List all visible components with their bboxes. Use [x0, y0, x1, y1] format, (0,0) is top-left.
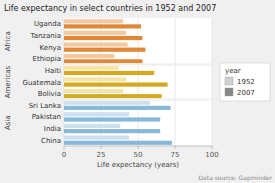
legend-swatch: [225, 88, 233, 96]
tick-mark: [175, 146, 176, 149]
tick-mark: [138, 146, 139, 149]
group-label: Asia: [4, 115, 12, 130]
legend-label: 2007: [237, 89, 255, 97]
category-label: Haiti: [45, 67, 61, 75]
tick-mark: [101, 146, 102, 149]
category-label: India: [44, 125, 61, 133]
bar: [64, 141, 172, 145]
chart: Life expectancy in select countries in 1…: [0, 0, 275, 183]
bar: [64, 117, 160, 121]
bar: [64, 19, 123, 23]
bar: [64, 135, 129, 139]
legend-frame: [220, 63, 270, 101]
group-label: Americas: [4, 65, 12, 98]
category-label: Bolivia: [38, 90, 61, 98]
title: Life expectancy in select countries in 1…: [4, 4, 216, 13]
grid-line: [175, 18, 176, 146]
tick-mark: [64, 146, 65, 149]
group-separator: [64, 63, 212, 66]
bar: [64, 124, 120, 128]
legend-title: year: [225, 67, 241, 75]
group-label: Africa: [4, 31, 12, 51]
tick-label: 50: [134, 151, 143, 159]
category-label: Pakistan: [32, 113, 61, 121]
category-label: Guatemala: [22, 79, 61, 87]
tick-label: 100: [205, 151, 218, 159]
category-label: Uganda: [34, 20, 61, 28]
bar: [64, 59, 142, 63]
legend: year 1952 2007: [220, 63, 270, 101]
bar: [64, 94, 162, 98]
category-label: Kenya: [40, 44, 61, 52]
category-label: China: [41, 137, 61, 145]
bar: [64, 71, 154, 75]
category-label: Sri Lanka: [29, 102, 61, 110]
bar: [64, 106, 171, 110]
bar: [64, 77, 126, 81]
legend-swatch: [225, 77, 233, 85]
bar: [64, 54, 114, 58]
bar: [64, 129, 160, 133]
tick-label: 75: [171, 151, 180, 159]
bars: [64, 19, 172, 145]
bar: [64, 24, 141, 28]
legend-label: 1952: [237, 78, 255, 86]
grid-line: [212, 18, 213, 146]
category-label: Tanzania: [30, 32, 61, 40]
bar: [64, 31, 126, 35]
plot-area: [64, 18, 212, 146]
bar: [64, 101, 150, 105]
annotation: Data source: Gapminder: [198, 174, 272, 182]
background: [0, 0, 275, 183]
bar: [64, 42, 128, 46]
bar: [64, 89, 123, 93]
tick-mark: [212, 146, 213, 149]
bar: [64, 48, 145, 52]
group-separator: [64, 98, 212, 101]
bar: [64, 112, 129, 116]
bar: [64, 66, 119, 70]
x-axis-label: Life expectancy (years): [97, 161, 179, 169]
bar: [64, 36, 142, 40]
tick-label: 0: [62, 151, 66, 159]
category-label: Ethiopia: [32, 55, 61, 63]
bar: [64, 83, 168, 87]
tick-label: 25: [97, 151, 106, 159]
x-axis-line: [64, 146, 212, 147]
